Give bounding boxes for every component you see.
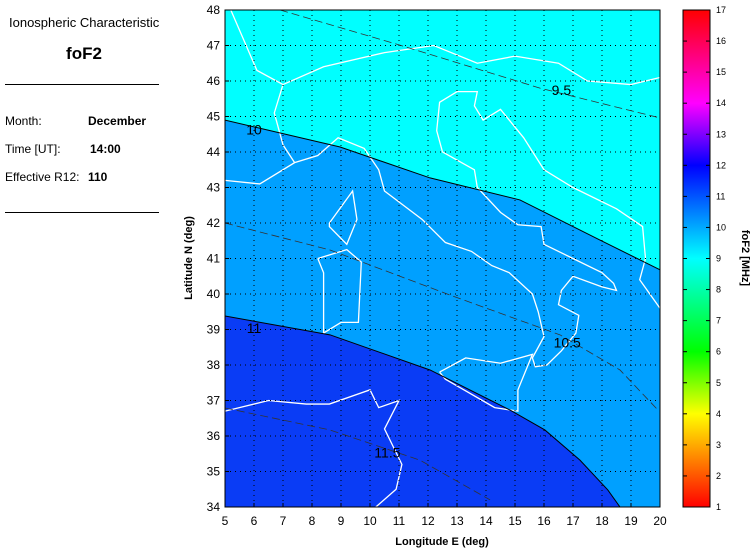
x-tick-label: 19	[624, 514, 638, 528]
contour-line-10.5	[225, 222, 659, 411]
contour-line-10	[225, 119, 660, 271]
y-tick-label: 37	[207, 394, 221, 408]
colorbar-tick-label: 16	[716, 36, 726, 46]
colorbar-tick-label: 3	[716, 440, 721, 450]
x-tick-label: 14	[479, 514, 493, 528]
colorbar-tick-label: 1	[716, 502, 721, 512]
coastline	[317, 248, 362, 335]
y-tick-label: 48	[207, 3, 221, 17]
divider	[5, 84, 159, 85]
band-above-10	[225, 10, 660, 270]
coastline	[439, 353, 534, 412]
contour-label: 11	[247, 320, 262, 336]
x-tick-label: 20	[653, 514, 667, 528]
x-tick-label: 6	[251, 514, 258, 528]
characteristic-title: foF2	[66, 44, 102, 63]
y-tick-label: 39	[207, 323, 221, 337]
coastline	[230, 10, 296, 164]
colorbar-tick-label: 5	[716, 378, 721, 388]
r12-value: 110	[88, 170, 108, 184]
x-tick-label: 17	[566, 514, 580, 528]
colorbar-tick-label: 9	[716, 254, 721, 264]
colorbar-tick-label: 17	[716, 5, 726, 15]
contour-label: 10	[246, 121, 262, 137]
colorbar-tick-label: 10	[716, 222, 726, 232]
y-tick-label: 47	[207, 39, 221, 53]
x-tick-label: 13	[450, 514, 464, 528]
divider	[5, 212, 159, 213]
coastline	[225, 91, 660, 368]
colorbar	[682, 9, 711, 508]
y-tick-label: 36	[207, 429, 221, 443]
coastline	[225, 389, 403, 507]
axes: 5 6 7 8 9 10 11 12 13 14 15 16 17 18 19 20 34 35 36 37 38 39 4…	[207, 3, 667, 528]
colorbar-tick-label: 6	[716, 347, 721, 357]
y-tick-label: 38	[207, 358, 221, 372]
colorbar-tick-label: 15	[716, 67, 726, 77]
plot-area: 10 11 9.5 10.5 11.5	[225, 10, 660, 507]
x-tick-label: 18	[595, 514, 609, 528]
colorbar-tick-label: 4	[716, 409, 721, 419]
x-tick-label: 9	[338, 514, 345, 528]
y-tick-label: 34	[207, 500, 221, 514]
contour-line-11	[225, 315, 621, 507]
colorbar-tick-label: 11	[716, 191, 725, 201]
y-tick-label: 42	[207, 216, 221, 230]
colorbar-tick-label: 8	[716, 285, 721, 295]
x-axis-label: Longitude E (deg)	[395, 536, 489, 548]
colorbar-tick-label: 7	[716, 316, 721, 326]
contour-line-11.5	[225, 407, 491, 501]
x-tick-label: 16	[537, 514, 551, 528]
x-tick-label: 10	[363, 514, 377, 528]
contour-label: 11.5	[374, 444, 400, 460]
y-tick-label: 44	[207, 145, 221, 159]
heading: Ionospheric Characteristic	[9, 15, 160, 30]
x-tick-label: 11	[393, 514, 406, 528]
x-tick-label: 8	[309, 514, 316, 528]
y-tick-label: 43	[207, 181, 221, 195]
r12-label: Effective R12:	[5, 170, 80, 184]
band-above-11	[225, 316, 660, 507]
x-tick-label: 5	[222, 514, 229, 528]
contour-label: 9.5	[552, 82, 572, 98]
y-tick-label: 41	[207, 252, 221, 266]
time-value: 14:00	[90, 142, 121, 156]
colorbar-tick-label: 12	[716, 160, 726, 170]
x-tick-label: 15	[508, 514, 522, 528]
coastline	[328, 189, 358, 246]
y-tick-label: 45	[207, 110, 221, 124]
month-value: December	[88, 114, 147, 128]
y-tick-label: 40	[207, 287, 221, 301]
x-tick-label: 12	[421, 514, 435, 528]
y-tick-label: 35	[207, 465, 221, 479]
time-label: Time [UT]:	[5, 142, 61, 156]
contour-line-9.5	[279, 10, 660, 119]
y-axis-label: Latitude N (deg)	[183, 216, 195, 300]
colorbar-label: foF2 [MHz]	[739, 230, 751, 287]
colorbar-tick-label: 13	[716, 129, 726, 139]
colorbar-tick-label: 2	[716, 471, 721, 481]
y-tick-label: 46	[207, 74, 221, 88]
contour-label: 10.5	[554, 334, 581, 350]
colorbar-tick-label: 14	[716, 98, 726, 108]
coastline	[282, 44, 660, 86]
x-tick-label: 7	[280, 514, 287, 528]
month-label: Month:	[5, 114, 42, 128]
